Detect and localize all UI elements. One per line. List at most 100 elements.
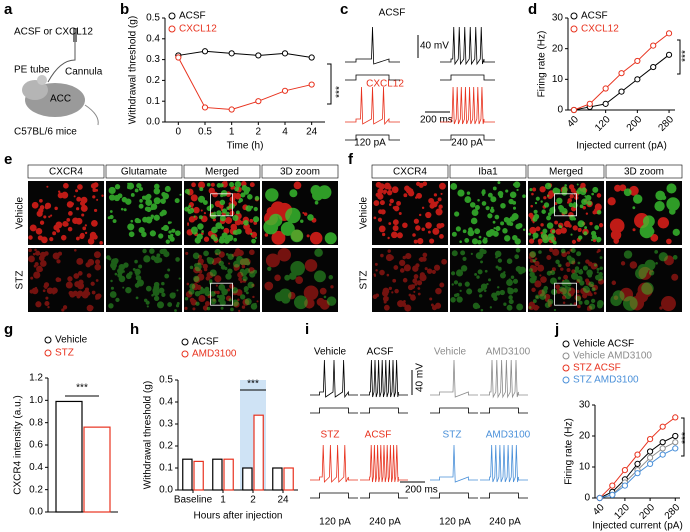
bar: [253, 414, 264, 491]
y-axis-label: Withdrawal threshold (g): [128, 16, 139, 124]
data-point: [665, 30, 673, 37]
legend-marker: [570, 12, 578, 20]
bar: [83, 426, 111, 513]
voltage-trace: [345, 26, 400, 65]
current-step: [430, 492, 478, 499]
cannula-label: Cannula: [65, 67, 103, 78]
data-point: [602, 85, 609, 92]
data-point: [596, 494, 603, 502]
voltage-trace: [430, 444, 478, 483]
legend-label: CXCL12: [581, 24, 619, 35]
green-channel: [528, 248, 604, 312]
legend-label: ACSF: [581, 11, 608, 22]
red-channel: [611, 255, 679, 312]
x-tick-label: 280: [663, 502, 683, 522]
data-point: [201, 48, 209, 55]
bar: [193, 460, 204, 491]
current-label: 240 pA: [489, 517, 521, 528]
x-tick-label: 2: [256, 127, 262, 138]
legend-label: Vehicle: [55, 335, 88, 346]
legend-label: AMD3100: [192, 349, 237, 360]
data-point: [634, 460, 641, 467]
data-point: [570, 106, 578, 114]
zoom-box: [210, 282, 234, 306]
legend-marker: [562, 364, 570, 372]
bar: [182, 458, 193, 491]
x-tick-label: 120: [593, 114, 613, 134]
y-axis-label: CXCR4 intensity (a.u.): [13, 395, 24, 494]
red-channel: [528, 248, 604, 311]
group-label: Vehicle: [314, 347, 347, 358]
y-axis-label: Withdrawal threshold (g): [143, 381, 154, 489]
panel-label: j: [554, 321, 559, 338]
data-point: [650, 63, 657, 71]
panel-label: c: [340, 1, 348, 18]
x-tick-label: 40: [591, 502, 607, 518]
green-channel: [623, 183, 680, 239]
data-point: [175, 54, 182, 61]
column-header: Merged: [205, 167, 239, 178]
legend-marker: [181, 350, 189, 358]
legend-marker: [168, 25, 176, 33]
current-label: 120 pA: [354, 138, 386, 149]
current-step: [480, 492, 528, 499]
column-header-box: [261, 164, 339, 179]
legend-label: ACSF: [192, 337, 219, 348]
data-point: [634, 57, 641, 65]
legend-label: Vehicle ACSF: [573, 339, 634, 350]
data-point: [201, 104, 209, 111]
y-tick-label: 0.6: [29, 440, 43, 451]
y-tick-label: 0: [557, 105, 563, 116]
green-channel: [263, 185, 337, 245]
panel-label: f: [348, 151, 354, 168]
mouse-ear: [37, 75, 47, 85]
group-label: ACSF: [365, 430, 392, 441]
legend-label: STZ AMD3100: [573, 375, 639, 386]
current-step: [430, 407, 478, 414]
y-tick-label: 1.2: [29, 373, 43, 384]
data-point: [646, 460, 654, 467]
legend-marker: [562, 376, 570, 384]
panel-label: i: [305, 321, 309, 338]
legend-marker: [44, 349, 52, 357]
data-point: [281, 50, 289, 57]
y-tick-label: 0.2: [29, 484, 43, 495]
series-line: [599, 435, 676, 499]
legend-label: STZ: [55, 348, 74, 359]
current-step: [310, 407, 358, 414]
legend-marker: [562, 340, 570, 348]
panel-label: h: [130, 321, 139, 338]
mice-label: C57BL/6 mice: [14, 127, 77, 138]
group-label: Vehicle: [434, 347, 467, 358]
image-background: [106, 248, 182, 312]
mouse-head: [22, 80, 48, 100]
red-channel: [184, 248, 259, 312]
data-point: [228, 50, 235, 57]
mouse-diagram: [22, 28, 99, 126]
x-tick-label: 1: [220, 495, 226, 506]
column-header: Glutamate: [121, 167, 168, 178]
legend-marker: [562, 352, 570, 360]
significance: ***: [247, 379, 259, 390]
red-channel: [28, 182, 104, 245]
current-step: [345, 74, 400, 81]
x-tick-label: 280: [656, 114, 676, 134]
green-channel: [184, 248, 258, 312]
data-point: [659, 423, 666, 430]
y-tick-label: 10: [579, 462, 591, 473]
data-point: [672, 445, 679, 452]
y-axis-label: Firing rate (Hz): [564, 418, 575, 485]
syringe: [73, 28, 77, 42]
legend-marker: [44, 336, 52, 344]
y-tick-label: 0.3: [146, 54, 160, 65]
column-header-box: [183, 164, 261, 179]
voltage-scale: 40 mV: [415, 363, 426, 392]
column-header: Iba1: [478, 167, 498, 178]
row-label: STZ: [359, 271, 370, 290]
zoom-box: [554, 193, 577, 217]
panel-label: g: [4, 321, 13, 338]
image-background: [450, 248, 526, 312]
significance-bracket: [681, 417, 685, 457]
y-tick-label: 30: [552, 13, 564, 24]
